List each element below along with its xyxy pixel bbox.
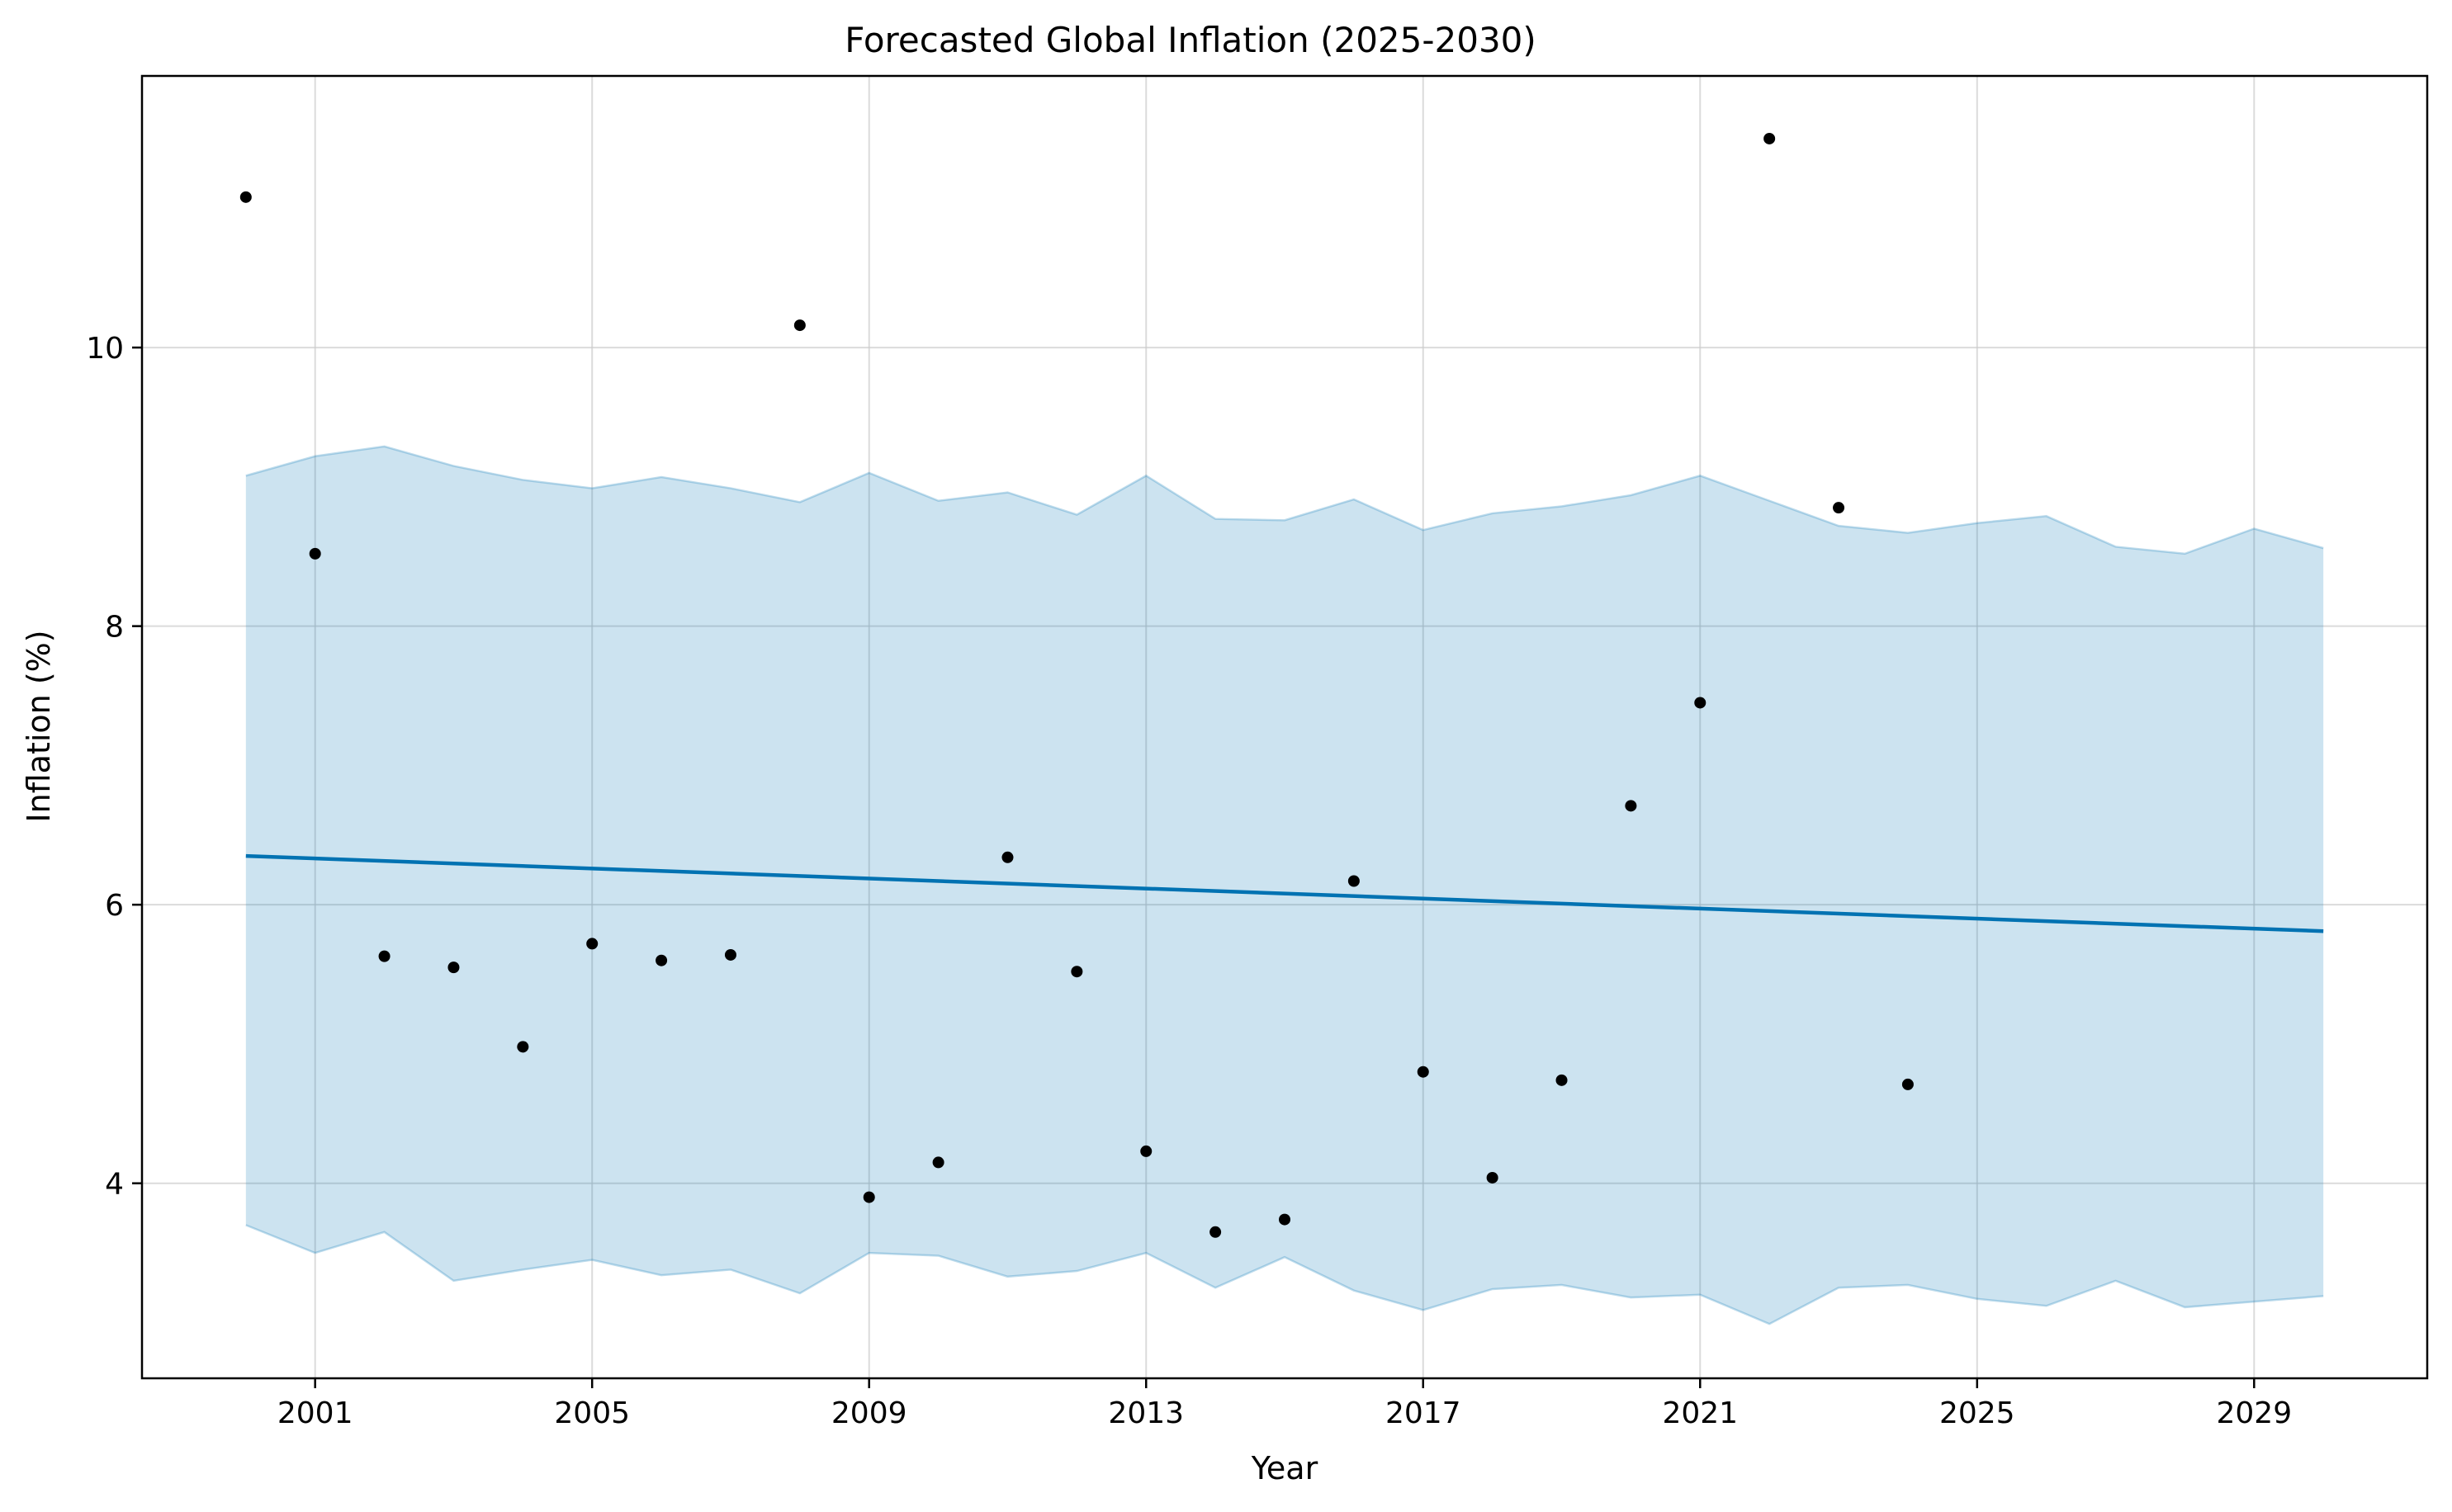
- observed-point: [309, 547, 321, 560]
- x-tick-label: 2005: [554, 1396, 630, 1430]
- observed-point: [517, 1041, 529, 1053]
- observed-point: [1071, 966, 1083, 978]
- y-tick-label: 6: [105, 889, 124, 923]
- x-tick-label: 2009: [831, 1396, 907, 1430]
- observed-point: [378, 950, 391, 962]
- observed-point: [863, 1191, 875, 1203]
- plot-area-frame: [140, 74, 2429, 1380]
- observed-point: [724, 948, 736, 961]
- forecast-trend: [245, 853, 2324, 933]
- y-axis-ticks: 4 6 8 10: [86, 332, 142, 1202]
- observed-point: [1763, 132, 1776, 144]
- uncertainty-band: [245, 445, 2324, 1325]
- observed-point: [1279, 1213, 1290, 1226]
- observed-point: [1347, 875, 1360, 887]
- observed-point: [1486, 1171, 1498, 1184]
- x-tick-label: 2017: [1385, 1396, 1461, 1430]
- chart-title: Forecasted Global Inflation (2025-2030): [845, 20, 1536, 60]
- x-tick-label: 2013: [1108, 1396, 1184, 1430]
- observed-point: [1140, 1145, 1153, 1157]
- uncertainty-upper-edge: [245, 445, 2324, 555]
- uncertainty-band-area: [245, 446, 2324, 1325]
- observed-point: [447, 962, 460, 974]
- observed-point: [656, 954, 668, 966]
- observed-point: [1833, 502, 1845, 514]
- uncertainty-lower-edge: [245, 1224, 2324, 1325]
- x-tick-label: 2021: [1662, 1396, 1738, 1430]
- x-tick-label: 2001: [277, 1396, 353, 1430]
- x-axis-ticks: 2001 2005 2009 2013 2017 2021 2025 2029: [277, 1378, 2292, 1430]
- observed-points: [239, 132, 1914, 1238]
- observed-point: [1694, 697, 1706, 709]
- observed-point: [1417, 1065, 1429, 1078]
- observed-point: [1209, 1226, 1222, 1238]
- x-tick-label: 2025: [1939, 1396, 2015, 1430]
- y-tick-label: 10: [86, 332, 124, 366]
- x-axis-label: Year: [1251, 1450, 1318, 1486]
- observed-point: [793, 319, 806, 332]
- y-tick-label: 8: [105, 611, 124, 645]
- y-tick-label: 4: [105, 1168, 124, 1202]
- observed-point: [932, 1156, 944, 1169]
- observed-point: [586, 938, 599, 950]
- y-axis-label: Inflation (%): [21, 630, 57, 822]
- observed-point: [1555, 1074, 1568, 1086]
- observed-point: [1901, 1078, 1914, 1090]
- x-tick-label: 2029: [2216, 1396, 2292, 1430]
- observed-point: [239, 191, 252, 203]
- grid: [142, 76, 2427, 1378]
- observed-point: [1625, 800, 1637, 812]
- observed-point: [1001, 851, 1014, 863]
- forecast-trend-line: [245, 853, 2324, 933]
